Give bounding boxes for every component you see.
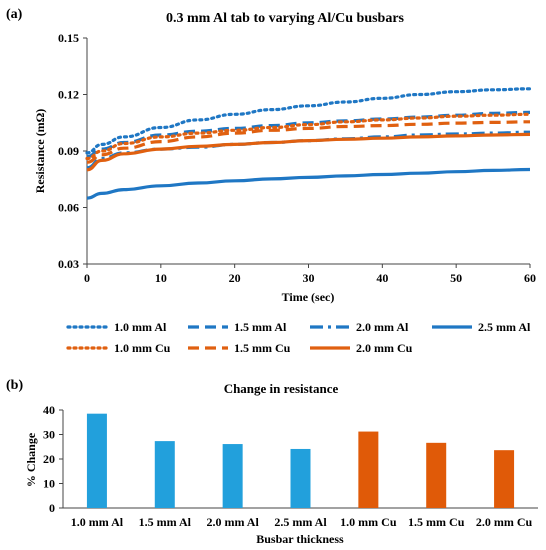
panel-a-label: (a) <box>6 7 23 22</box>
series-line-5 <box>86 120 531 164</box>
y-tick-label: 0.06 <box>58 201 79 215</box>
x-tick-label: 2.0 mm Cu <box>476 515 533 529</box>
x-tick-label: 1.5 mm Cu <box>408 515 465 529</box>
bar <box>222 444 243 508</box>
x-tick-label: 30 <box>303 271 315 285</box>
x-tick-label: 1.0 mm Al <box>71 515 124 529</box>
y-tick-label: 0.09 <box>58 144 79 158</box>
x-tick-label: 40 <box>376 271 388 285</box>
x-tick-label: 10 <box>155 271 167 285</box>
x-tick-label: 0 <box>84 271 90 285</box>
series-line-4 <box>85 112 532 161</box>
y-tick-label: 40 <box>43 403 55 417</box>
line-chart-y-label: Resistance (mΩ) <box>33 109 47 194</box>
y-tick-label: 0.03 <box>58 257 79 271</box>
bar <box>290 448 311 508</box>
legend-label: 2.0 mm Al <box>356 320 409 334</box>
bar <box>358 431 379 508</box>
series-line-3 <box>86 167 531 200</box>
y-tick-label: 10 <box>43 477 55 491</box>
legend-label: 1.5 mm Al <box>234 320 287 334</box>
legend-label: 1.5 mm Cu <box>234 341 291 355</box>
bar-chart-y-ticks: 0 10 20 30 40 <box>43 403 63 515</box>
bar-chart-panel: (b) Change in resistance % Change Busbar… <box>6 378 538 546</box>
x-tick-label: 2.5 mm Al <box>274 515 327 529</box>
y-tick-label: 20 <box>43 452 55 466</box>
x-tick-label: 2.0 mm Al <box>206 515 259 529</box>
bar <box>426 442 447 508</box>
panel-b-label: (b) <box>6 378 23 393</box>
bar-chart-y-label: % Change <box>24 432 38 487</box>
line-chart-series <box>85 87 532 200</box>
legend-label: 1.0 mm Al <box>114 320 167 334</box>
y-tick-label: 0.15 <box>58 31 79 45</box>
line-chart-x-ticks: 0 10 20 30 40 50 60 <box>84 264 536 285</box>
x-tick-label: 60 <box>524 271 536 285</box>
line-chart-panel: (a) 0.3 mm Al tab to varying Al/Cu busba… <box>6 7 536 355</box>
y-tick-label: 0 <box>49 501 55 515</box>
bar-chart-x-ticks: 1.0 mm Al 1.5 mm Al 2.0 mm Al 2.5 mm Al 1.0 … <box>71 515 533 529</box>
line-chart-y-ticks: 0.03 0.06 0.09 0.12 0.15 <box>58 31 87 271</box>
bar-chart-x-label: Busbar thickness <box>256 532 344 546</box>
line-chart-title: 0.3 mm Al tab to varying Al/Cu busbars <box>166 11 405 26</box>
line-chart-legend: 1.0 mm Al 1.5 mm Al 2.0 mm Al 2.5 mm Al 1.0 … <box>66 320 531 355</box>
x-tick-label: 1.0 mm Cu <box>340 515 397 529</box>
bar-chart-bars <box>86 413 515 508</box>
series-line-6 <box>86 132 531 172</box>
y-tick-label: 0.12 <box>58 88 79 102</box>
legend-label: 2.5 mm Al <box>478 320 531 334</box>
bar <box>154 441 175 508</box>
legend-label: 1.0 mm Cu <box>114 341 171 355</box>
line-chart-x-label: Time (sec) <box>282 290 335 304</box>
bar <box>494 450 515 508</box>
y-tick-label: 30 <box>43 428 55 442</box>
bar <box>86 413 107 508</box>
legend-label: 2.0 mm Cu <box>356 341 413 355</box>
bar-chart-title: Change in resistance <box>224 381 339 396</box>
x-tick-label: 1.5 mm Al <box>139 515 192 529</box>
series-line-0 <box>85 87 532 155</box>
x-tick-label: 20 <box>229 271 241 285</box>
x-tick-label: 50 <box>450 271 462 285</box>
